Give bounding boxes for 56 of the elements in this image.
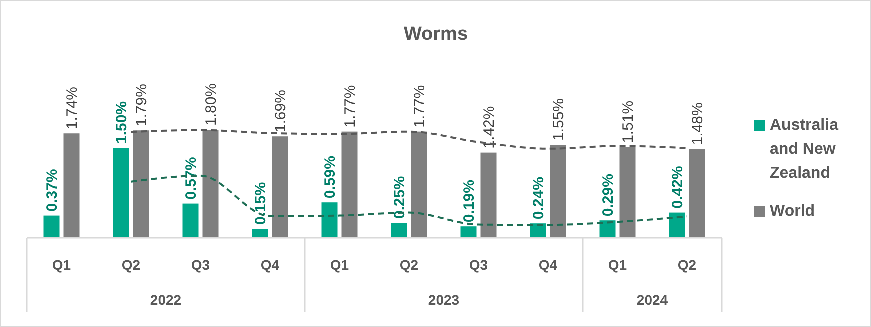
- data-label: 0.37%: [44, 169, 61, 212]
- x-tick-label: Q2: [400, 257, 419, 273]
- text: 2024: [636, 292, 668, 308]
- legend-label: Australia and New Zealand: [770, 117, 839, 182]
- data-label: 1.74%: [64, 87, 81, 130]
- bar: [342, 132, 358, 238]
- data-label: 0.57%: [182, 157, 200, 200]
- bar: [64, 134, 80, 238]
- data-label: 1.79%: [133, 84, 150, 127]
- bar: [113, 148, 130, 238]
- bar: [600, 220, 616, 238]
- data-label: 0.29%: [600, 174, 617, 217]
- x-tick-label: Q3: [469, 257, 488, 273]
- bar: [669, 212, 686, 238]
- data-label: 1.50%: [113, 101, 130, 144]
- text: 2022: [150, 292, 182, 308]
- data-label: 1.77%: [342, 85, 359, 128]
- x-tick-label: Q2: [122, 257, 141, 273]
- bar: [620, 147, 636, 238]
- data-label: 1.77%: [411, 85, 428, 128]
- text: 2023: [428, 292, 460, 308]
- bar: [411, 132, 428, 238]
- chart-title: Worms: [404, 24, 468, 45]
- data-label: 0.59%: [322, 156, 339, 199]
- bar: [322, 202, 338, 238]
- bar: [460, 226, 477, 238]
- x-tick-label: Q1: [52, 257, 72, 273]
- data-label: 0.15%: [252, 182, 270, 225]
- x-tick-label: Q2: [678, 257, 697, 273]
- data-label: 1.80%: [202, 83, 220, 126]
- bar: [252, 229, 268, 238]
- bar: [689, 149, 706, 238]
- data-label: 0.19%: [460, 180, 478, 223]
- x-tick-label: Q3: [191, 257, 210, 273]
- data-label: 1.42%: [480, 106, 498, 149]
- bar: [550, 145, 566, 238]
- bar: [391, 223, 408, 238]
- data-label: 0.24%: [530, 177, 548, 220]
- legend-label: World: [770, 203, 816, 220]
- bar: [272, 136, 288, 238]
- data-label: 1.69%: [272, 90, 290, 133]
- x-tick-label: Q1: [608, 257, 628, 273]
- data-label: 0.42%: [669, 166, 686, 209]
- x-tick-label: Q1: [330, 257, 350, 273]
- bar: [44, 216, 60, 238]
- x-tick-label: Q4: [260, 257, 280, 273]
- bar: [202, 130, 219, 238]
- data-label: 1.51%: [620, 100, 637, 144]
- bar: [182, 204, 199, 238]
- bar: [133, 130, 150, 238]
- x-tick-label: Q4: [538, 257, 558, 273]
- data-label: 1.55%: [550, 98, 568, 142]
- data-label: 0.25%: [391, 176, 408, 220]
- bar: [530, 224, 546, 238]
- bar: [480, 152, 497, 238]
- data-label: 1.48%: [689, 102, 706, 146]
